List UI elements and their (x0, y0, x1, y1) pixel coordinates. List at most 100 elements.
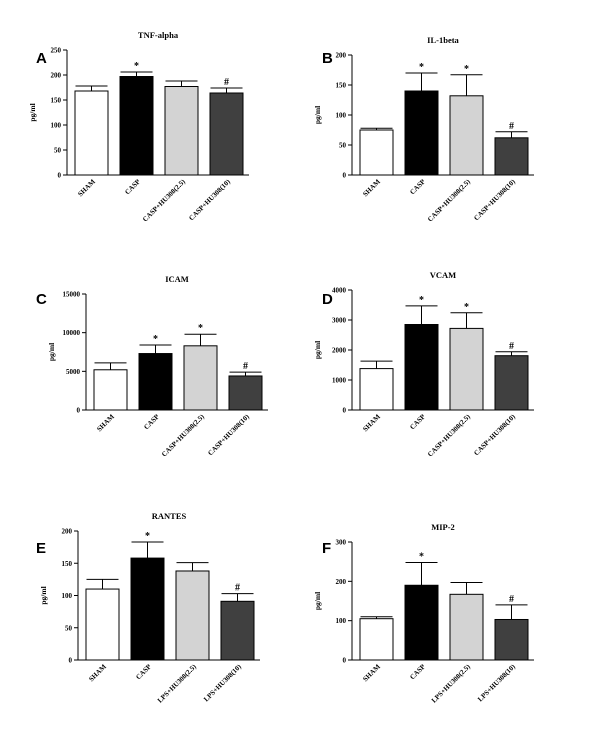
panel-d-bar (359, 368, 394, 411)
panel-c-significance: * (198, 323, 203, 334)
panel-a-category-label: CASP+HU308(2.5) (141, 177, 187, 223)
panel-e-y-tick-label: 100 (62, 592, 73, 600)
panel-d-y-tick-label: 1000 (332, 377, 347, 385)
panel-d-bar (404, 324, 439, 411)
panel-e-y-tick-label: 150 (62, 560, 73, 568)
panel-e-category-label: LPS+HU308(10) (202, 662, 243, 703)
panel-d-significance: * (464, 302, 469, 313)
panel-a-y-tick-label: 0 (58, 172, 62, 180)
panel-f-bar (494, 618, 529, 661)
panel-d-y-label: pg/ml (313, 341, 322, 359)
panel-c-bar (228, 375, 263, 411)
panel-b-significance: # (509, 121, 514, 132)
panel-a-y-tick-label: 150 (51, 97, 62, 105)
panel-b-letter: B (322, 50, 333, 67)
panel-d-y-tick-label: 3000 (332, 317, 347, 325)
panel-b-title: IL-1beta (427, 35, 459, 45)
panel-a-significance: # (224, 77, 229, 88)
panel-d-category-label: CASP+HU308(2.5) (426, 412, 472, 458)
panel-e-bar (130, 557, 165, 661)
panel-f-bar (359, 618, 394, 661)
panel-b-significance: * (464, 64, 469, 75)
panel-e-y-tick-label: 50 (65, 624, 73, 632)
panel-d-category-label: CASP (408, 412, 427, 431)
panel-b-significance: * (419, 62, 424, 73)
panel-d-y-tick-label: 0 (343, 407, 347, 415)
panel-a-y-label: pg/ml (28, 103, 37, 121)
panel-b-category-label: CASP (408, 177, 427, 196)
panel-b-y-tick-label: 200 (336, 52, 347, 60)
panel-c-category-label: CASP (142, 412, 161, 431)
panel-f-title: MIP-2 (431, 522, 455, 532)
panel-e-bar (220, 600, 255, 661)
panel-b-category-label: SHAM (361, 177, 382, 198)
panel-d-significance: # (509, 341, 514, 352)
panel-a-y-tick-label: 50 (54, 147, 62, 155)
panel-e-significance: # (235, 583, 240, 594)
panel-c-bar (138, 353, 173, 411)
panel-c-y-tick-label: 0 (77, 407, 81, 415)
panel-d-bar (494, 355, 529, 411)
panel-e-y-tick-label: 0 (69, 657, 73, 665)
panel-a-y-tick-label: 200 (51, 72, 62, 80)
panel-e-y-tick-label: 200 (62, 528, 73, 536)
panel-a-significance: * (134, 61, 139, 72)
panel-e-bar (175, 570, 210, 661)
panel-b-bar (404, 90, 439, 176)
panel-a-bar (209, 92, 244, 176)
panel-a-category-label: SHAM (76, 177, 97, 198)
panel-c-bar (93, 369, 128, 411)
panel-f-y-label: pg/ml (313, 592, 322, 610)
panel-b-category-label: CASP+HU308(2.5) (426, 177, 472, 223)
panel-b-y-tick-label: 100 (336, 112, 347, 120)
panel-c-title: ICAM (165, 274, 189, 284)
panel-f-letter: F (322, 540, 331, 557)
panel-b-bar (494, 137, 529, 176)
panel-f-category-label: LPS+HU308(10) (476, 662, 517, 703)
panel-f-bar (449, 593, 484, 661)
panel-c-letter: C (36, 291, 47, 308)
panel-c-category-label: SHAM (95, 412, 116, 433)
panel-d-significance: * (419, 295, 424, 306)
panel-b-bar (449, 95, 484, 176)
panel-f-category-label: CASP (408, 662, 427, 681)
panel-c-category-label: CASP+HU308(2.5) (160, 412, 206, 458)
panel-f-significance: * (419, 551, 424, 562)
panel-d-y-tick-label: 4000 (332, 287, 347, 295)
panel-c-significance: * (153, 334, 158, 345)
panel-a-title: TNF-alpha (138, 30, 179, 40)
panel-d-letter: D (322, 291, 333, 308)
panel-b-y-tick-label: 50 (339, 142, 347, 150)
panel-b-y-tick-label: 150 (336, 82, 347, 90)
panel-f-category-label: LPS+HU308(2.5) (430, 662, 472, 704)
panel-c-significance: # (243, 361, 248, 372)
panel-d-title: VCAM (430, 270, 456, 280)
panel-e-y-label: pg/ml (39, 586, 48, 604)
panel-f-y-tick-label: 200 (336, 578, 347, 586)
panel-f-y-tick-label: 100 (336, 617, 347, 625)
panel-b-y-label: pg/ml (313, 106, 322, 124)
panel-f-y-tick-label: 0 (343, 657, 347, 665)
panel-d-bar (449, 327, 484, 411)
panel-f-significance: # (509, 594, 514, 605)
panel-f-y-tick-label: 300 (336, 539, 347, 547)
panel-c-y-tick-label: 10000 (63, 329, 81, 337)
panel-c-y-tick-label: 15000 (63, 291, 81, 299)
panel-a-bar (119, 76, 154, 176)
panel-e-letter: E (36, 540, 46, 557)
panel-a-letter: A (36, 50, 47, 67)
panel-b-category-label: CASP+HU308(10) (472, 177, 517, 222)
panel-a-category-label: CASP+HU308(10) (187, 177, 232, 222)
panel-d-category-label: SHAM (361, 412, 382, 433)
panel-c-y-tick-label: 5000 (66, 368, 81, 376)
panel-e-title: RANTES (152, 511, 187, 521)
panel-c-bar (183, 345, 218, 411)
panel-e-bar (85, 588, 120, 661)
panel-b-y-tick-label: 0 (343, 172, 347, 180)
panel-a-bar (74, 90, 109, 176)
panel-a-bar (164, 86, 199, 176)
panel-f-category-label: SHAM (361, 662, 382, 683)
panel-f-bar (404, 584, 439, 661)
panel-e-significance: * (145, 531, 150, 542)
